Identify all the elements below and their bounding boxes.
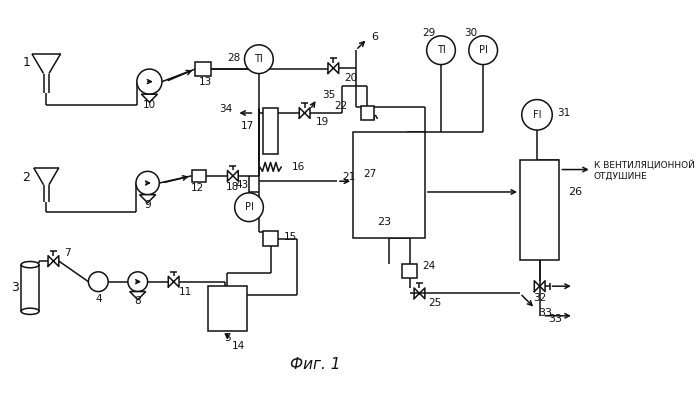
Bar [21,265,39,311]
Text: 30: 30 [464,28,477,38]
Text: 31: 31 [556,108,570,118]
Text: 26: 26 [568,187,582,197]
Circle shape [469,36,498,65]
Polygon shape [140,194,156,203]
Text: 17: 17 [241,122,254,132]
Text: 25: 25 [428,298,442,308]
Text: 11: 11 [179,288,192,298]
Bar [195,62,211,76]
Text: PI: PI [245,202,254,212]
Text: 24: 24 [422,261,435,271]
Text: 12: 12 [190,183,203,193]
Bar [264,231,278,246]
Text: 29: 29 [421,28,435,38]
Text: 15: 15 [284,232,297,242]
Text: 20: 20 [344,73,357,83]
Text: 7: 7 [64,248,71,258]
Text: 2: 2 [22,171,31,184]
Circle shape [245,45,273,73]
Text: TI: TI [437,45,445,55]
Text: 13: 13 [199,77,212,87]
Text: 4: 4 [95,294,101,304]
Text: 3: 3 [11,282,19,294]
Text: Фиг. 1: Фиг. 1 [289,357,340,372]
Text: 19: 19 [315,117,329,127]
Polygon shape [141,94,157,102]
Bar [520,160,559,260]
Bar [403,264,417,278]
Ellipse shape [21,308,39,314]
Text: 23: 23 [377,217,391,227]
Polygon shape [130,292,146,300]
Text: К ВЕНТИЛЯЦИОННОЙ: К ВЕНТИЛЯЦИОННОЙ [593,160,694,170]
Text: 35: 35 [322,90,336,100]
Text: FI: FI [533,110,541,120]
Text: 43: 43 [235,180,248,190]
Text: 33: 33 [549,314,563,324]
Circle shape [136,171,159,194]
Text: 14: 14 [232,341,245,351]
Text: 16: 16 [292,162,305,172]
Text: 6: 6 [371,32,378,42]
Text: TI: TI [254,54,264,64]
Bar [361,106,374,120]
Text: 28: 28 [228,53,241,63]
Bar [353,132,425,238]
Bar [208,286,247,331]
Circle shape [235,193,264,222]
Text: 8: 8 [134,296,141,306]
Bar [264,107,278,154]
Text: 21: 21 [343,172,356,182]
Text: 10: 10 [143,100,156,110]
Text: 22: 22 [334,101,347,111]
Text: 32: 32 [533,293,547,303]
Text: 9: 9 [144,200,151,211]
Text: 18: 18 [226,182,240,192]
Text: 27: 27 [363,169,376,179]
Text: 33: 33 [538,308,552,318]
Text: 5: 5 [224,333,231,343]
Text: 1: 1 [22,56,31,69]
Text: PI: PI [479,45,488,55]
Circle shape [128,272,147,292]
Text: ОТДУШИНЕ: ОТДУШИНЕ [593,171,647,180]
Circle shape [137,69,162,94]
Circle shape [426,36,455,65]
Text: 34: 34 [219,104,232,114]
Bar [192,170,206,182]
Circle shape [88,272,108,292]
Ellipse shape [21,261,39,268]
Circle shape [521,99,552,130]
